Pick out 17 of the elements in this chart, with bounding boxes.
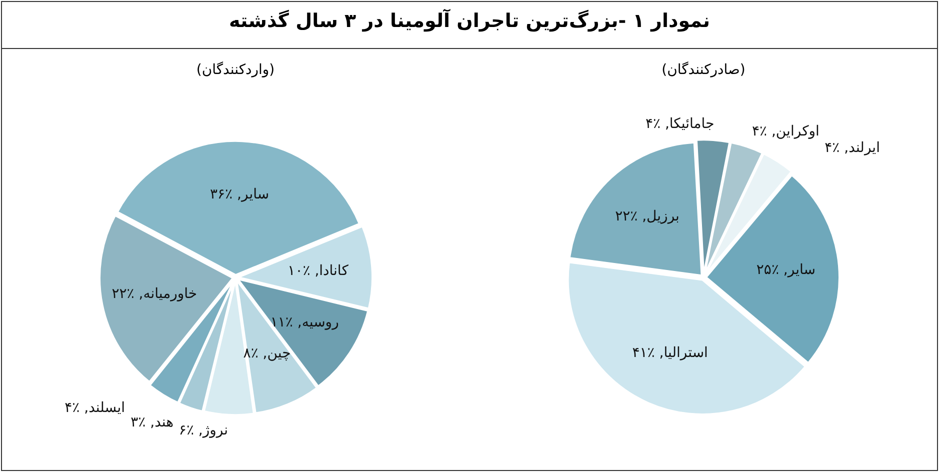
slice-label: اوکراین, ٪۴ (752, 123, 820, 140)
slice-label: جامائیکا, ٪۴ (645, 116, 714, 132)
slice-label: خاورمیانه, ٪۲۲ (112, 286, 198, 302)
slice-label: نروژ, ٪۶ (178, 422, 228, 438)
slice-label: روسیه, ٪۱۱ (270, 314, 339, 331)
slice-label: برزیل, ٪۲۲ (615, 208, 680, 224)
slice-label: ایرلند, ٪۴ (824, 140, 880, 156)
slice-label: هند, ٪۳ (130, 414, 174, 430)
slice-label: کانادا, ٪۱۰ (288, 262, 349, 279)
chart-subtitle: (واردکنندگان) (195, 62, 276, 80)
chart-subtitle: (صادرکنندگان) (660, 62, 746, 80)
chart-title: نمودار ۱ -بزرگ‌ترین تاجران آلومینا در ۳ سال گذشته (228, 10, 712, 32)
slice-label: استرالیا, ٪۴۱ (632, 344, 708, 361)
slice-label: سایر, ٪۲۵ (756, 262, 816, 278)
slice-label: سایر, ٪۳۶ (210, 186, 270, 202)
slice-label: ایسلند, ٪۴ (64, 400, 126, 416)
slice-label: چین, ٪۸ (243, 346, 291, 362)
